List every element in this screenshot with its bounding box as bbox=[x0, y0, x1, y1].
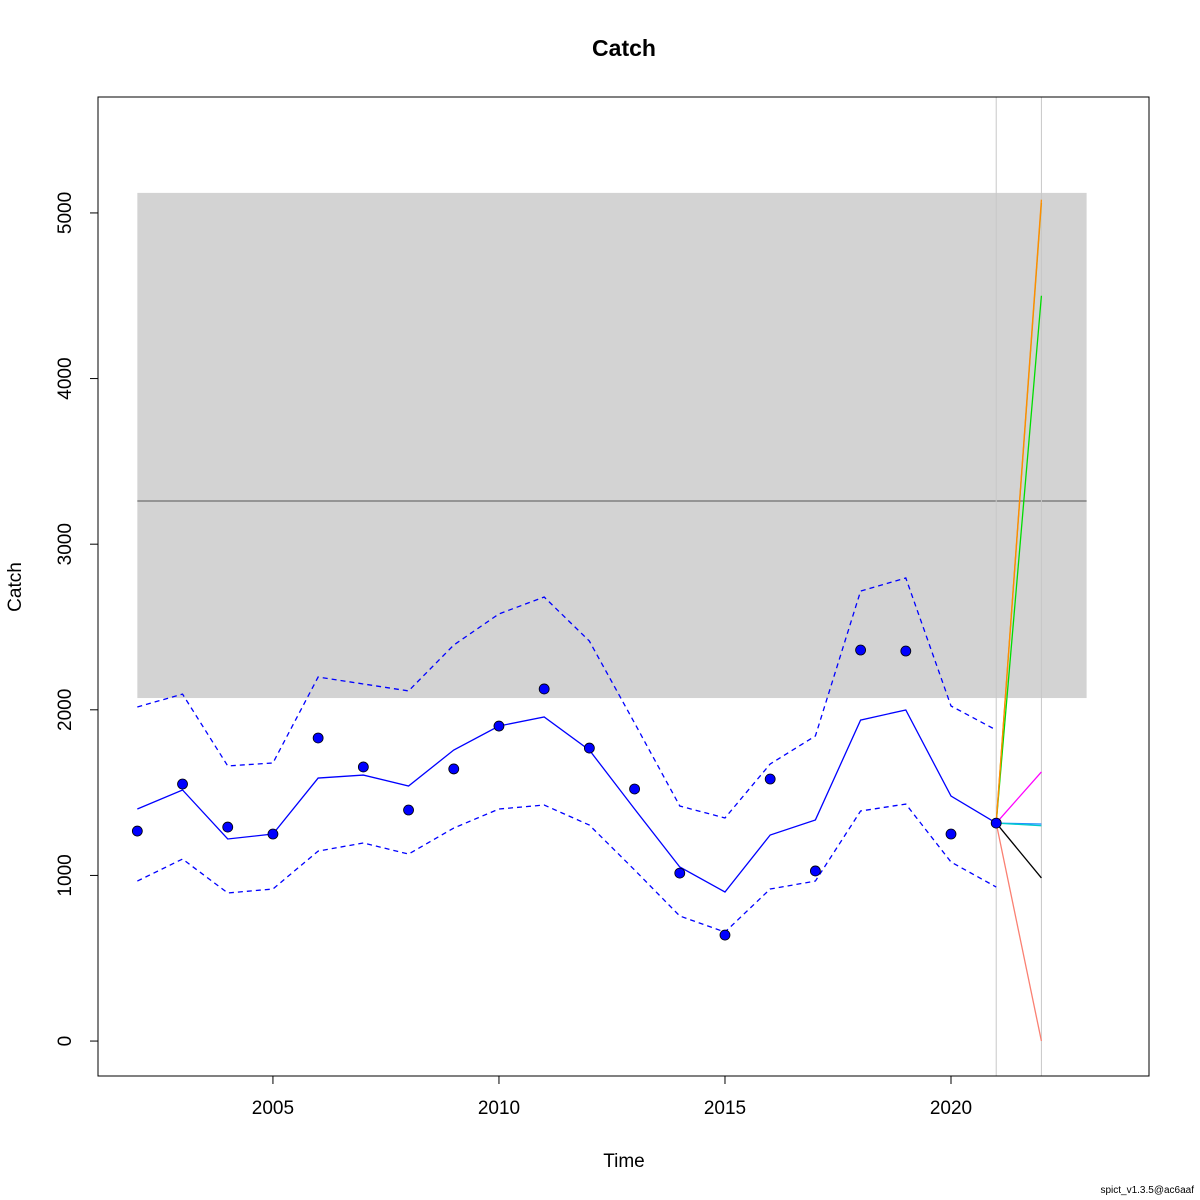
forecast-line bbox=[995, 822, 1042, 879]
x-tick-label: 2010 bbox=[478, 1098, 520, 1119]
x-tick-label: 2015 bbox=[704, 1098, 746, 1119]
observation bbox=[674, 867, 686, 879]
y-tick-label: 5000 bbox=[55, 192, 76, 234]
observation bbox=[764, 773, 776, 785]
observation bbox=[990, 817, 1002, 829]
ci-band bbox=[137, 192, 1087, 699]
observation bbox=[855, 644, 866, 656]
observation bbox=[719, 929, 731, 941]
y-tick-label: 0 bbox=[55, 1036, 76, 1047]
y-tick-label: 2000 bbox=[55, 689, 76, 731]
observation bbox=[403, 804, 414, 816]
x-tick-label: 2005 bbox=[252, 1098, 294, 1119]
observation bbox=[493, 720, 505, 732]
observation bbox=[629, 783, 640, 795]
ci-line bbox=[137, 803, 997, 933]
observation bbox=[809, 865, 821, 877]
forecast-line bbox=[995, 822, 1043, 1042]
observation bbox=[538, 683, 550, 695]
observation bbox=[177, 778, 188, 790]
observation bbox=[448, 763, 460, 775]
chart-title: Catch bbox=[592, 35, 656, 61]
x-axis-label: Time bbox=[603, 1151, 645, 1172]
y-axis-label: Catch bbox=[5, 562, 26, 612]
observation bbox=[312, 732, 324, 744]
footer: spict_v1.3.5@ac6aaf bbox=[1100, 1185, 1194, 1196]
y-tick-label: 1000 bbox=[55, 854, 76, 896]
forecast-line bbox=[995, 295, 1043, 824]
y-tick-label: 4000 bbox=[55, 357, 76, 399]
forecast-line bbox=[995, 199, 1043, 824]
forecast-line bbox=[995, 771, 1042, 824]
plot-frame bbox=[97, 96, 1150, 1077]
ci-line bbox=[137, 577, 997, 819]
forecast-line bbox=[996, 822, 1042, 827]
observation bbox=[357, 761, 369, 773]
observation bbox=[900, 645, 912, 657]
observation bbox=[267, 828, 279, 840]
y-tick-label: 3000 bbox=[55, 523, 76, 565]
observation bbox=[945, 828, 957, 840]
observation bbox=[583, 742, 595, 754]
estimate-line bbox=[137, 709, 997, 893]
x-tick-label: 2020 bbox=[930, 1098, 972, 1119]
observation bbox=[222, 821, 234, 833]
observation bbox=[131, 825, 143, 837]
